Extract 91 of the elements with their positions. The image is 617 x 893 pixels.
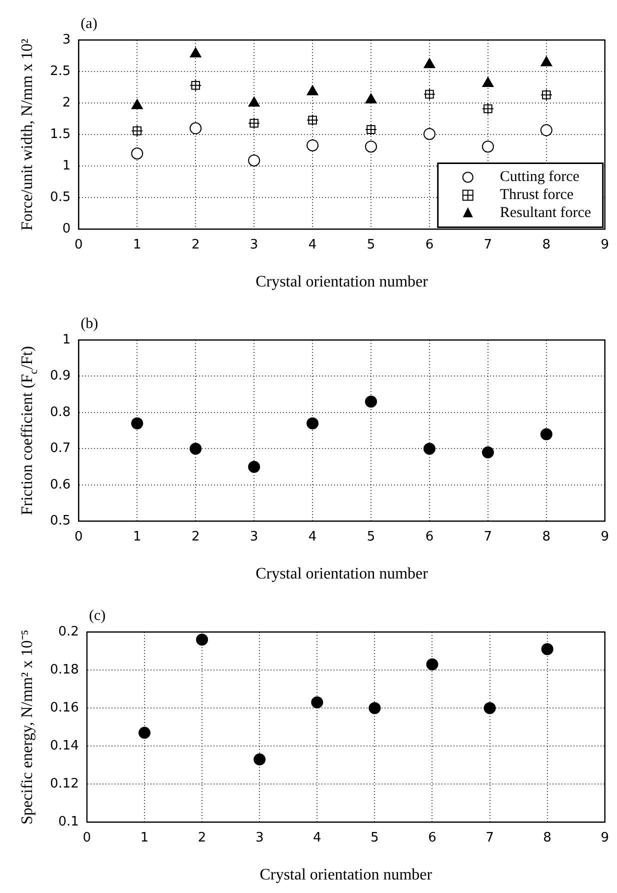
- point: [254, 753, 266, 766]
- point: [131, 99, 143, 110]
- legend-label: Resultant force: [500, 205, 592, 222]
- point: [196, 634, 208, 646]
- y-tick-label: 0: [62, 222, 71, 237]
- point: [540, 124, 552, 136]
- x-tick-label: 8: [542, 237, 551, 252]
- x-axis-title: Crystal orientation number: [256, 274, 429, 291]
- point: [248, 96, 260, 107]
- point: [131, 148, 144, 160]
- point: [423, 128, 436, 140]
- x-tick-label: 4: [308, 237, 317, 252]
- point: [190, 47, 202, 58]
- y-axis-title: Force/unit width, N/mm x 10²: [19, 38, 36, 231]
- y-tick-label: 0.5: [50, 190, 71, 206]
- point: [365, 140, 377, 153]
- point: [306, 85, 318, 96]
- point: [365, 396, 377, 408]
- y-tick-label: 0.5: [50, 514, 71, 529]
- x-tick-label: 1: [133, 529, 142, 544]
- x-tick-label: 3: [255, 830, 264, 846]
- x-tick-label: 7: [484, 529, 492, 544]
- x-tick-label: 5: [366, 237, 376, 252]
- y-tick-label: 0.14: [50, 738, 79, 754]
- chart-title: (b): [80, 316, 98, 332]
- legend-label: Cutting force: [500, 169, 580, 186]
- y-tick-label: 0.1: [58, 814, 79, 830]
- y-tick-label: 0.8: [50, 404, 71, 420]
- point: [484, 702, 496, 714]
- point: [190, 122, 202, 134]
- x-tick-label: 0: [82, 830, 92, 846]
- point: [426, 658, 438, 670]
- point: [306, 417, 319, 430]
- y-tick-label: 0.9: [50, 368, 71, 384]
- y-tick-label: 0.12: [50, 776, 79, 792]
- point: [138, 726, 150, 739]
- point: [423, 442, 436, 455]
- legend-label: Thrust force: [500, 187, 574, 204]
- x-tick-label: 3: [250, 237, 258, 252]
- y-tick-label: 0.6: [50, 477, 71, 492]
- x-tick-label: 3: [250, 529, 258, 544]
- x-tick-label: 2: [191, 529, 200, 544]
- x-tick-label: 6: [428, 830, 436, 846]
- point: [190, 442, 202, 455]
- x-tick-label: 1: [140, 830, 149, 846]
- point: [541, 643, 554, 656]
- y-tick-label: 2: [62, 95, 71, 110]
- y-tick-label: 2.5: [50, 64, 71, 79]
- x-tick-label: 5: [370, 830, 379, 846]
- point: [306, 139, 319, 152]
- x-axis-title: Crystal orientation number: [260, 866, 433, 884]
- point: [540, 56, 552, 66]
- x-tick-label: 1: [133, 237, 142, 252]
- x-tick-label: 4: [312, 830, 322, 846]
- x-tick-label: 2: [191, 237, 200, 252]
- y-tick-label: 0.16: [50, 700, 79, 716]
- x-tick-label: 6: [425, 237, 434, 252]
- y-tick-label: 1.5: [50, 126, 71, 142]
- x-tick-label: 8: [543, 830, 552, 846]
- x-tick-label: 4: [308, 529, 317, 544]
- point: [365, 93, 377, 104]
- y-tick-label: 3: [62, 32, 71, 48]
- x-tick-label: 9: [600, 830, 610, 846]
- y-tick-label: 1: [62, 158, 71, 174]
- point: [482, 77, 494, 88]
- point: [311, 696, 324, 708]
- point: [248, 460, 260, 473]
- chart-title: (a): [80, 16, 98, 32]
- y-axis-title: Specific energy, N/mm² x 10⁻⁵: [19, 630, 36, 825]
- point: [424, 58, 436, 68]
- x-tick-label: 6: [425, 529, 434, 544]
- point: [482, 446, 494, 458]
- x-tick-label: 2: [198, 830, 206, 846]
- y-tick-label: 1: [62, 332, 71, 348]
- y-axis-title: Friction coefficient (Fc/Ft): [19, 346, 40, 516]
- x-tick-label: 7: [486, 830, 494, 846]
- x-tick-label: 7: [484, 237, 492, 252]
- point: [482, 140, 494, 153]
- chart-title: (c): [88, 608, 106, 624]
- y-tick-label: 0.2: [58, 624, 79, 640]
- y-tick-label: 0.7: [50, 441, 71, 456]
- x-tick-label: 9: [600, 237, 610, 252]
- point: [540, 428, 552, 440]
- x-tick-label: 8: [542, 529, 551, 544]
- point: [131, 417, 144, 430]
- x-tick-label: 5: [366, 529, 376, 544]
- point: [248, 154, 260, 166]
- x-axis-title: Crystal orientation number: [256, 566, 429, 583]
- y-tick-label: 0.18: [50, 662, 79, 678]
- point: [368, 702, 381, 714]
- x-tick-label: 9: [600, 529, 610, 544]
